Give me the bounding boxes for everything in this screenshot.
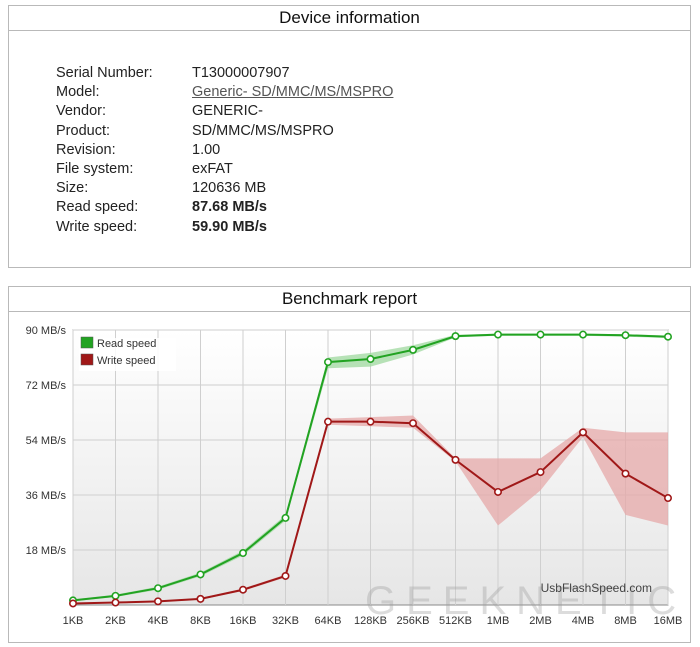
series-points (69, 330, 672, 608)
read-speed-point (408, 345, 417, 354)
device-information-title: Device information (9, 6, 690, 31)
serial-number-label: Serial Number: (56, 65, 153, 81)
write-speed-band (73, 415, 668, 605)
benchmark-report-title: Benchmark report (9, 287, 690, 312)
info-row-serial: Serial Number: T13000007907 (56, 64, 393, 83)
x-tick-label: 16KB (230, 615, 257, 627)
x-tick-label: 1MB (487, 615, 510, 627)
write-speed-point (323, 417, 332, 426)
write-speed-point (408, 419, 417, 428)
x-tick-label: 4KB (148, 615, 169, 627)
write-speed-point (154, 597, 163, 606)
x-tick-label: 4MB (572, 615, 595, 627)
read-speed-point (451, 332, 460, 341)
read-speed-point (578, 330, 587, 339)
read-speed-value: 87.68 MB/s (192, 199, 267, 216)
read-speed-point (239, 549, 248, 558)
model-link[interactable]: Generic- SD/MMC/MS/MSPRO (192, 84, 394, 101)
write-speed-point (196, 594, 205, 603)
x-tick-label: 8KB (190, 615, 211, 627)
write-speed-label: Write speed: (56, 218, 138, 235)
revision-value: 1.00 (192, 141, 221, 158)
serial-number-value: T13000007907 (192, 65, 290, 81)
x-tick-label: 256KB (396, 615, 429, 627)
write-speed-point (366, 417, 375, 426)
y-tick-label: 18 MB/s (26, 545, 67, 557)
read-speed-point (366, 355, 375, 364)
y-tick-label: 36 MB/s (26, 490, 67, 502)
read-speed-point (281, 513, 290, 522)
x-tick-label: 128KB (354, 615, 387, 627)
vendor-value: GENERIC- (192, 103, 263, 120)
write-speed-point (239, 585, 248, 594)
write-speed-point (663, 494, 672, 503)
x-tick-label: 1KB (63, 615, 84, 627)
write-speed-point (111, 598, 120, 607)
size-label: Size: (56, 180, 89, 197)
y-tick-label: 90 MB/s (26, 325, 67, 337)
write-speed-value: 59.90 MB/s (192, 218, 267, 235)
legend-read-swatch (80, 336, 94, 349)
read-speed-point (111, 591, 120, 600)
info-row-model: Model: Generic- SD/MMC/MS/MSPRO (56, 83, 393, 102)
read-speed-point (196, 570, 205, 579)
read-speed-point (323, 358, 332, 367)
info-row-read-speed: Read speed: 87.68 MB/s (56, 198, 393, 217)
write-speed-point (578, 428, 587, 437)
vendor-label: Vendor: (56, 103, 106, 120)
info-row-size: Size: 120636 MB (56, 179, 393, 198)
read-speed-point (536, 330, 545, 339)
x-tick-label: 8MB (614, 615, 637, 627)
x-tick-label: 64KB (315, 615, 342, 627)
file-system-label: File system: (56, 161, 134, 178)
model-label: Model: (56, 84, 100, 101)
x-tick-label: 2MB (529, 615, 552, 627)
x-tick-label: 2KB (105, 615, 126, 627)
watermark-text: GEEKNETIC (365, 579, 686, 623)
read-speed-point (663, 332, 672, 341)
info-row-write-speed: Write speed: 59.90 MB/s (56, 218, 393, 237)
legend-read-label: Read speed (97, 338, 156, 350)
y-tick-label: 54 MB/s (26, 435, 67, 447)
x-tick-label: 16MB (654, 615, 683, 627)
y-axis-ticks: 18 MB/s 36 MB/s 54 MB/s 72 MB/s 90 MB/s (26, 325, 67, 557)
device-info-table: Serial Number: T13000007907 Model: Gener… (56, 64, 393, 237)
info-row-vendor: Vendor: GENERIC- (56, 102, 393, 121)
x-tick-label: 32KB (272, 615, 299, 627)
write-speed-point (493, 487, 502, 496)
read-speed-point (154, 584, 163, 593)
product-label: Product: (56, 122, 110, 139)
write-speed-point (281, 571, 290, 580)
device-information-panel: Device information Serial Number: T13000… (8, 5, 691, 268)
chart-legend: Read speed Write speed (79, 336, 176, 371)
legend-box (79, 338, 176, 371)
size-value: 120636 MB (192, 180, 267, 197)
read-speed-point (493, 330, 502, 339)
info-row-product: Product: SD/MMC/MS/MSPRO (56, 122, 393, 141)
write-speed-point (69, 599, 78, 608)
product-value: SD/MMC/MS/MSPRO (192, 122, 334, 139)
revision-label: Revision: (56, 141, 116, 158)
x-tick-label: 512KB (439, 615, 472, 627)
range-bands (73, 333, 668, 605)
y-tick-label: 72 MB/s (26, 380, 67, 392)
usbflashspeed-brand: UsbFlashSpeed.com (541, 581, 652, 595)
legend-write-label: Write speed (97, 355, 156, 367)
legend-write-swatch (80, 353, 94, 366)
read-speed-point (621, 331, 630, 340)
file-system-value: exFAT (192, 161, 233, 178)
write-speed-point (621, 469, 630, 478)
write-speed-point (451, 455, 460, 464)
info-row-file-system: File system: exFAT (56, 160, 393, 179)
read-speed-label: Read speed: (56, 199, 139, 216)
x-axis-ticks: 1KB 2KB 4KB 8KB 16KB 32KB 64KB 128KB 256KB 512KB 1… (63, 615, 683, 627)
write-speed-point (536, 468, 545, 477)
info-row-revision: Revision: 1.00 (56, 141, 393, 160)
